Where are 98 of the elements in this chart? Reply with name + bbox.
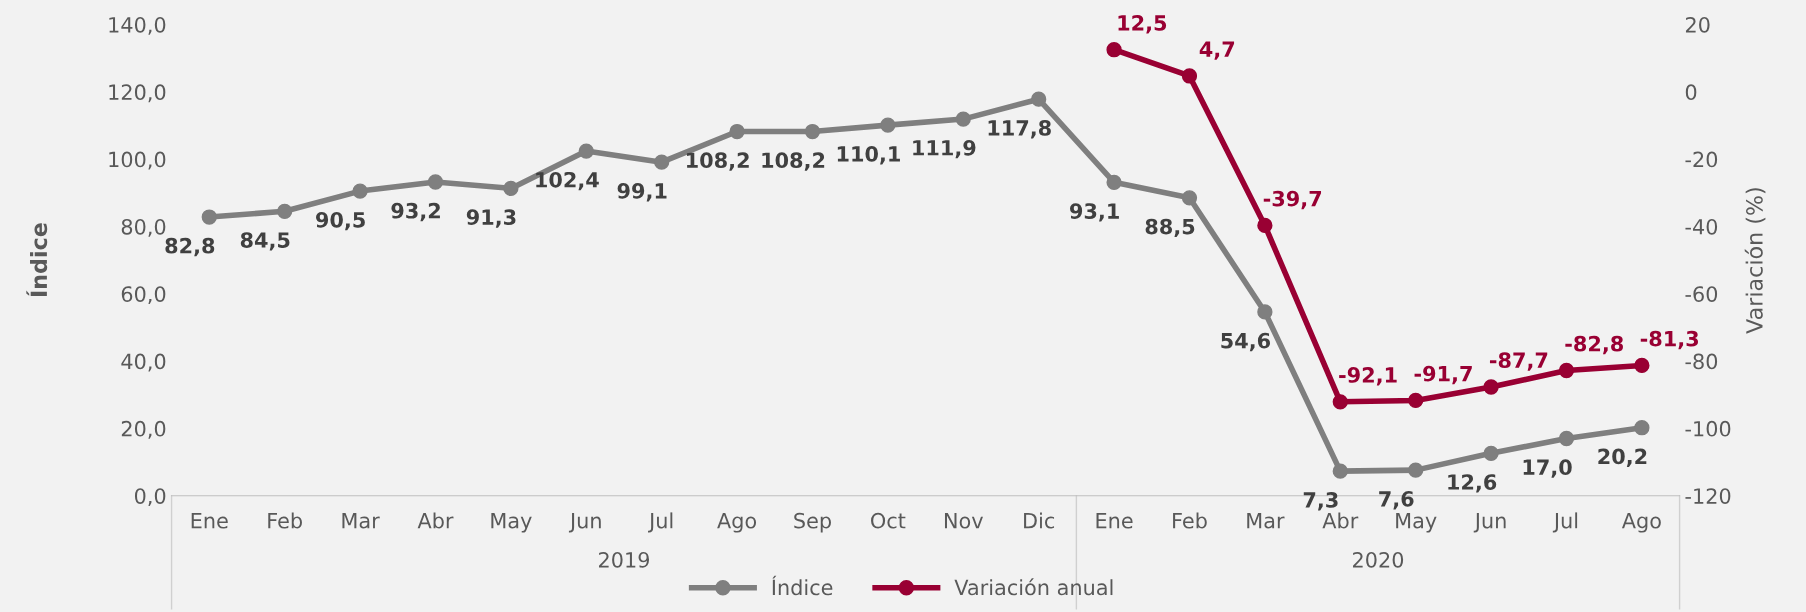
- x-tick-label: Jun: [1473, 513, 1506, 533]
- x-tick-label: Abr: [1322, 512, 1359, 529]
- y-tick-label: 80,0: [121, 218, 166, 237]
- y2-tick-label: 0: [1685, 84, 1697, 101]
- y2-tick-label: -40: [1685, 218, 1718, 235]
- x-tick-label: Mar: [1247, 513, 1285, 529]
- point: [578, 143, 594, 159]
- x-tick-label: May: [1396, 513, 1437, 533]
- y2-tick-label: -60: [1685, 286, 1718, 302]
- x-tick-label: Oct: [871, 512, 906, 529]
- y2-tick-label: -20: [1685, 151, 1718, 168]
- y2-tick-label: -120: [1685, 488, 1731, 504]
- data-label: 110,1: [837, 145, 900, 165]
- point: [1558, 362, 1575, 379]
- data-label: 102,4: [536, 171, 599, 191]
- y-axis-title: Índice: [26, 223, 48, 296]
- point: [1483, 445, 1499, 461]
- point: [1106, 174, 1122, 190]
- y-tick-label: 40,0: [121, 353, 166, 372]
- y2-tick-label: -80: [1685, 353, 1718, 370]
- data-label: 4,7: [1199, 41, 1235, 60]
- y-tick-label: 60,0: [121, 286, 166, 305]
- y-tick-label: 20,0: [121, 420, 166, 439]
- y-tick-label: 140,0: [109, 16, 166, 35]
- x-tick-label: Dic: [1024, 512, 1055, 529]
- data-label: 12,6: [1448, 474, 1497, 493]
- x-tick-label: Nov: [944, 513, 983, 529]
- y2-tick-label: 20: [1685, 16, 1710, 33]
- point: [1332, 394, 1348, 410]
- data-label: 17,0: [1523, 459, 1572, 478]
- data-label: -92,1: [1339, 367, 1397, 386]
- x-tick-label: Ene: [1096, 513, 1133, 529]
- point: [880, 117, 896, 133]
- legend-label: Variación anual: [954, 578, 1113, 596]
- x-tick-label: Mar: [342, 513, 380, 529]
- data-label: 54,6: [1221, 332, 1271, 352]
- point: [1558, 430, 1575, 447]
- x-tick-label: Ago: [717, 513, 757, 533]
- point: [503, 180, 519, 197]
- data-label: 111,9: [913, 139, 976, 159]
- data-label: -39,7: [1263, 190, 1322, 210]
- data-label: 7,6: [1379, 491, 1414, 510]
- text: 2019: [598, 551, 650, 568]
- x-tick-label: Ene: [191, 513, 228, 529]
- point: [1483, 379, 1499, 395]
- data-label: 84,5: [240, 232, 290, 251]
- y-tick-label: 0,0: [134, 488, 166, 507]
- point: [1257, 217, 1273, 234]
- data-label: 12,5: [1118, 15, 1167, 34]
- x-tick-label: Jun: [568, 513, 601, 533]
- point: [1408, 392, 1424, 409]
- point: [654, 154, 670, 170]
- x-tick-label: Jul: [1552, 512, 1578, 533]
- data-label: 99,1: [617, 183, 667, 202]
- x-tick-label: Feb: [1173, 512, 1207, 529]
- legend-label: Índice: [772, 575, 833, 596]
- text: 2020: [1352, 551, 1404, 568]
- x-tick-label: Feb: [268, 512, 302, 529]
- x-tick-label: Abr: [417, 512, 454, 529]
- x-tick-label: Jul: [648, 512, 673, 533]
- point: [201, 209, 217, 225]
- point: [1181, 68, 1198, 84]
- point: [1408, 462, 1424, 478]
- point: [352, 183, 368, 199]
- data-label: -81,3: [1640, 330, 1699, 350]
- point: [804, 123, 821, 140]
- data-label: 117,8: [988, 120, 1051, 139]
- y-tick-label: 120,0: [109, 84, 166, 103]
- data-label: 108,2: [687, 152, 749, 171]
- point: [1634, 420, 1650, 436]
- point: [1332, 463, 1348, 479]
- data-label: 90,5: [316, 211, 365, 231]
- data-label: 93,1: [1070, 203, 1119, 222]
- data-label: 20,2: [1598, 448, 1647, 467]
- x-tick-label: Sep: [794, 512, 831, 533]
- data-label: -82,8: [1565, 335, 1623, 355]
- point: [1181, 190, 1198, 206]
- data-label: 7,3: [1303, 491, 1338, 511]
- data-label: -91,7: [1414, 365, 1472, 385]
- x-tick-label: May: [491, 513, 532, 533]
- point: [729, 123, 745, 140]
- data-label: -87,7: [1489, 352, 1548, 371]
- y-tick-label: 100,0: [109, 151, 166, 170]
- x-tick-label: Ago: [1621, 513, 1661, 533]
- data-label: 108,2: [762, 152, 825, 171]
- data-label: 82,8: [165, 237, 215, 257]
- point: [427, 174, 444, 190]
- point: [1031, 91, 1047, 107]
- point: [277, 203, 293, 219]
- data-label: 91,3: [466, 209, 516, 228]
- point: [1634, 357, 1650, 374]
- y2-axis-title: Variación (%): [1744, 188, 1766, 334]
- point: [1106, 42, 1122, 58]
- data-label: 88,5: [1145, 218, 1195, 238]
- data-label: 93,2: [391, 202, 440, 222]
- point: [955, 111, 971, 127]
- y2-tick-label: -100: [1685, 420, 1731, 437]
- point: [1257, 304, 1273, 320]
